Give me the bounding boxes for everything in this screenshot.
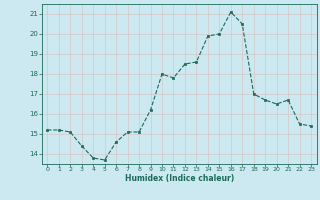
X-axis label: Humidex (Indice chaleur): Humidex (Indice chaleur) — [124, 174, 234, 183]
